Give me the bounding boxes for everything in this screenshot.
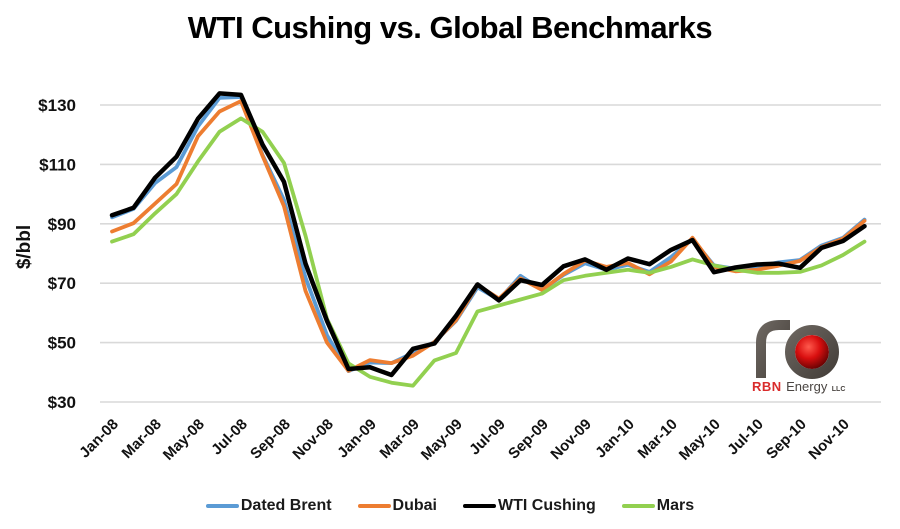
x-tick-label: Jul-09 (466, 416, 509, 459)
legend-item-dubai: Dubai (357, 497, 437, 515)
x-tick-label: Mar-09 (377, 416, 423, 462)
logo-brand-llc: LLC (831, 386, 846, 393)
legend-swatch (621, 504, 655, 508)
rbn-logo-text: RBN Energy LLC (752, 378, 845, 396)
x-tick-label: May-09 (418, 416, 466, 464)
legend-item-mars: Mars (621, 497, 695, 515)
legend-swatch (205, 504, 239, 508)
logo-brand-rbn: RBN (752, 379, 782, 394)
chart-title: WTI Cushing vs. Global Benchmarks (187, 10, 713, 45)
x-tick-label: Jan-08 (76, 416, 122, 462)
x-tick-label: Jul-08 (208, 416, 251, 459)
chart-legend: Dated Brent Dubai WTI Cushing Mars (0, 492, 900, 520)
logo-red-ball (795, 335, 829, 369)
legend-swatch (357, 504, 391, 508)
legend-label: WTI Cushing (498, 497, 596, 514)
x-tick-label: Mar-10 (635, 416, 681, 462)
legend-item-dated-brent: Dated Brent (205, 497, 332, 515)
y-tick-label: $70 (48, 274, 76, 293)
x-tick-label: Nov-09 (547, 416, 594, 463)
logo-brand-energy: Energy (786, 379, 828, 394)
y-tick-label: $30 (48, 393, 76, 412)
x-tick-label: Jul-10 (724, 416, 767, 459)
data-series-lines (109, 91, 867, 388)
x-tick-label: Sep-09 (505, 416, 552, 463)
rbn-logo-mark (756, 302, 839, 379)
y-tick-label: $50 (48, 334, 76, 353)
legend-label: Mars (656, 497, 695, 514)
logo-r-stroke (756, 320, 790, 378)
y-tick-label: $130 (38, 96, 76, 115)
x-tick-label: May-08 (160, 416, 208, 464)
rbn-energy-logo: RBN Energy LLC (742, 296, 887, 398)
x-tick-label: May-10 (676, 416, 724, 464)
series-line-wti-cushing (109, 91, 867, 378)
legend-label: Dated Brent (240, 497, 332, 514)
x-tick-label: Mar-08 (119, 416, 165, 462)
x-tick-label: Jan-09 (334, 416, 380, 462)
legend-item-wti-cushing: WTI Cushing (463, 497, 596, 515)
y-axis-title: $/bbl (14, 225, 35, 269)
y-axis-tick-labels: $130 $110 $90 $70 $50 $30 (38, 96, 76, 412)
y-tick-label: $90 (48, 215, 76, 234)
legend-label: Dubai (392, 497, 437, 514)
series-line-mars (110, 116, 867, 388)
x-tick-label: Nov-10 (805, 416, 852, 463)
x-tick-label: Nov-08 (289, 416, 336, 463)
legend-swatch (463, 504, 496, 508)
x-tick-label: Sep-10 (763, 416, 810, 463)
logo-b-bowl (785, 325, 839, 379)
x-tick-label: Jan-10 (592, 416, 638, 462)
x-tick-label: Sep-08 (247, 416, 294, 463)
y-tick-label: $110 (39, 155, 76, 174)
